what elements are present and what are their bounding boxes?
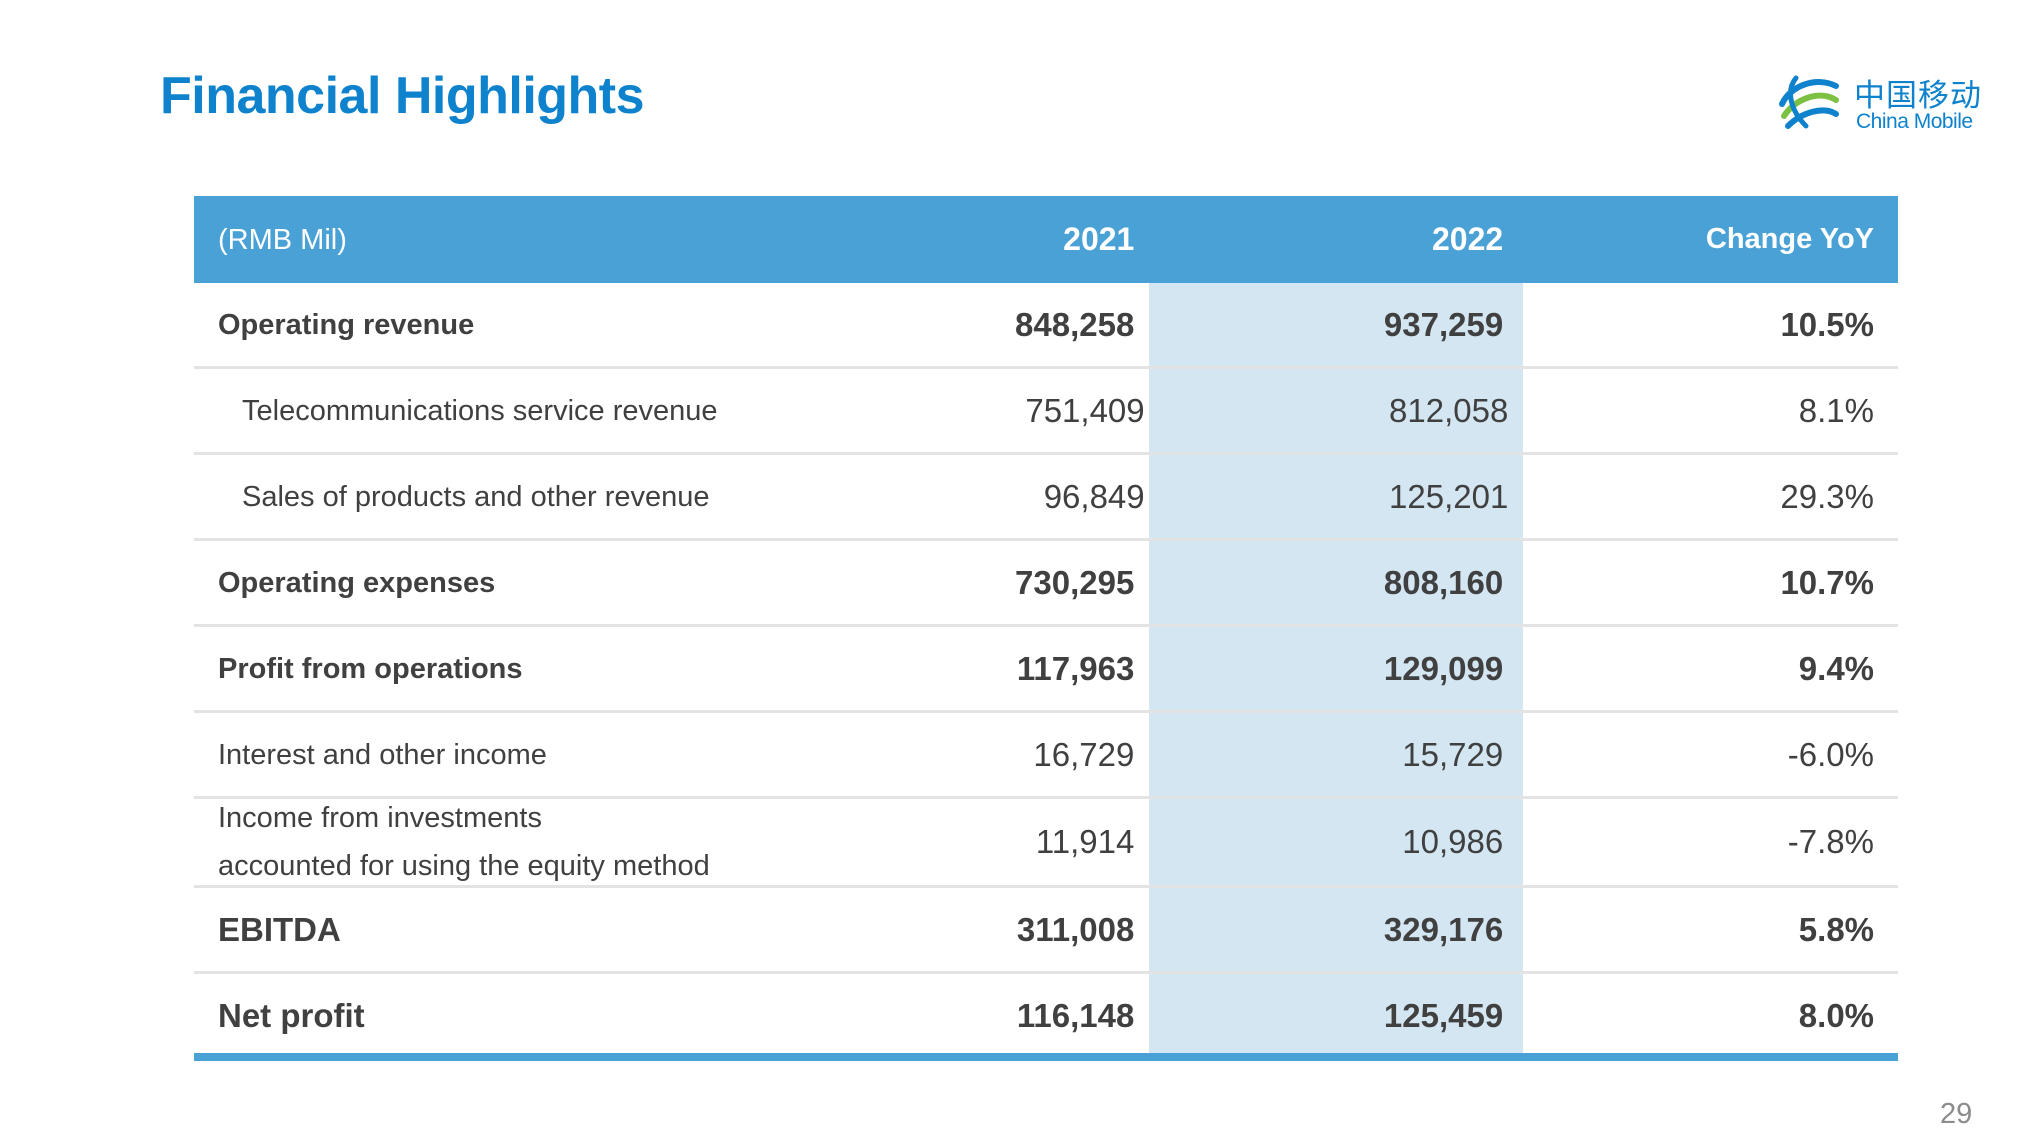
row-label: Net profit [218, 997, 365, 1034]
cell-2022: 812,058 [1389, 391, 1509, 429]
page-number: 29 [1940, 1098, 1973, 1130]
highlight-column-2022 [1149, 283, 1523, 1053]
cell-2022: 129,099 [1383, 649, 1504, 687]
row-label-line2: accounted for using the equity method [218, 850, 710, 882]
cell-change: 8.1% [1798, 391, 1874, 429]
table-row: EBITDA 311,008 329,176 5.8% [194, 888, 1898, 974]
cell-2021: 16,729 [1033, 735, 1135, 773]
cell-2022: 125,201 [1389, 477, 1509, 515]
header-change: Change YoY [1705, 223, 1875, 255]
row-label: EBITDA [218, 910, 341, 948]
cell-change: -7.8% [1787, 823, 1875, 860]
row-label: Sales of products and other revenue [242, 480, 710, 513]
header-unit: (RMB Mil) [218, 223, 347, 256]
cell-2022: 125,459 [1383, 997, 1504, 1034]
cell-2021: 116,148 [1016, 997, 1135, 1034]
cell-2021: 730,295 [1015, 563, 1135, 601]
row-label: Operating revenue [218, 308, 475, 341]
table-row: Operating expenses 730,295 808,160 10.7% [194, 541, 1898, 627]
cell-2022: 937,259 [1383, 305, 1504, 343]
header-2022: 2022 [1432, 221, 1504, 257]
cell-change: 9.4% [1798, 649, 1875, 687]
cell-change: 10.5% [1780, 305, 1875, 343]
financial-table: (RMB Mil) 2021 2022 Change YoY Operating… [194, 196, 1898, 1061]
row-label: Telecommunications service revenue [242, 394, 718, 427]
table-row: Interest and other income 16,729 15,729 … [194, 713, 1898, 799]
cell-2022: 15,729 [1402, 735, 1504, 773]
table-header-row: (RMB Mil) 2021 2022 Change YoY [194, 196, 1898, 283]
table-row: Sales of products and other revenue 96,8… [194, 455, 1898, 541]
cell-change: 8.0% [1798, 997, 1875, 1034]
slide-title: Financial Highlights [160, 67, 645, 125]
cell-2021: 848,258 [1015, 305, 1135, 343]
cell-2022: 329,176 [1383, 910, 1504, 948]
cell-2021: 96,849 [1043, 477, 1145, 515]
table-row: Profit from operations 117,963 129,099 9… [194, 627, 1898, 713]
china-mobile-swirl-icon [1779, 75, 1839, 129]
table-row: Net profit 116,148 125,459 8.0% [194, 974, 1898, 1058]
table-row: Telecommunications service revenue 751,4… [194, 369, 1898, 455]
cell-2022: 808,160 [1383, 563, 1504, 601]
cell-2022: 10,986 [1402, 823, 1504, 860]
cell-change: 10.7% [1780, 563, 1875, 601]
cell-change: -6.0% [1787, 735, 1875, 773]
table-bottom-rule [194, 1053, 1898, 1061]
cell-2021: 311,008 [1016, 910, 1135, 948]
row-label: Interest and other income [218, 738, 547, 771]
row-label: Operating expenses [218, 566, 496, 599]
row-label-two-line: Income from investments accounted for us… [194, 794, 789, 890]
logo-chinese-text: 中国移动 [1854, 78, 1982, 114]
row-label-line1: Income from investments [218, 802, 542, 834]
header-2021: 2021 [1063, 221, 1135, 257]
row-label: Profit from operations [218, 652, 523, 685]
china-mobile-logo: 中国移动 China Mobile [1776, 66, 1992, 138]
cell-2021: 751,409 [1025, 391, 1145, 429]
cell-change: 29.3% [1780, 477, 1874, 515]
table-row: Operating revenue 848,258 937,259 10.5% [194, 283, 1898, 369]
table-row: Income from investments accounted for us… [194, 799, 1898, 888]
logo-english-text: China Mobile [1856, 110, 1973, 133]
cell-2021: 11,914 [1035, 823, 1135, 860]
cell-2021: 117,963 [1016, 649, 1135, 687]
cell-change: 5.8% [1798, 910, 1875, 948]
